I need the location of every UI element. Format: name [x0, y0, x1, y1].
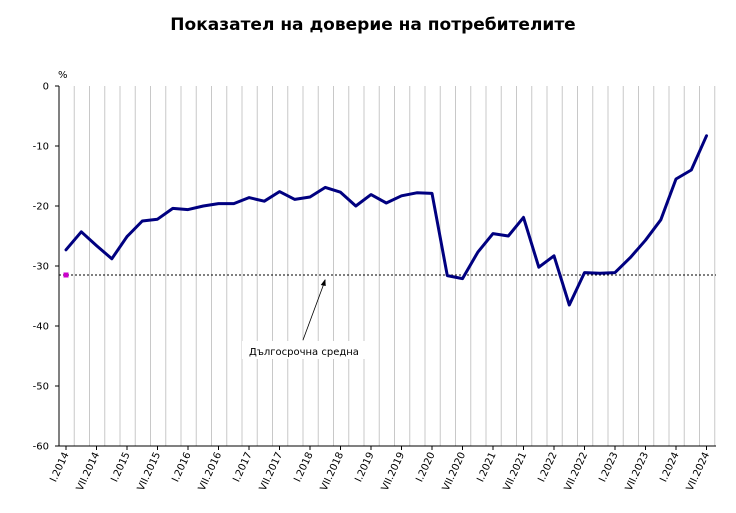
x-tick-label: I.2017	[231, 451, 254, 484]
x-tick-label: VII.2022	[563, 451, 590, 493]
x-tick-label: I.2014	[48, 451, 71, 484]
y-tick-label: -60	[33, 442, 49, 453]
x-tick-label: VII.2024	[685, 451, 712, 493]
chart-title: Показател на доверие на потребителите	[170, 15, 576, 35]
x-tick-label: VII.2017	[258, 451, 285, 493]
x-axis-ticks: I.2014 VII.2014 I.2015 VII.2015 I.2016 VII.20…	[48, 446, 712, 493]
y-tick-label: -10	[33, 142, 49, 153]
long-term-average-marker	[63, 272, 69, 278]
x-tick-label: VII.2015	[136, 451, 163, 493]
x-tick-label: I.2023	[597, 451, 620, 484]
x-tick-label: VII.2016	[197, 451, 224, 493]
x-tick-label: I.2016	[170, 451, 193, 484]
annotation-box	[242, 341, 366, 359]
x-tick-label: VII.2019	[380, 451, 407, 493]
y-axis-unit-label: %	[58, 70, 68, 81]
series-layer	[64, 134, 708, 307]
x-tick-label: I.2020	[414, 451, 437, 484]
x-tick-label: VII.2018	[319, 451, 346, 493]
annotation-arrowhead	[320, 279, 326, 286]
annotation-layer: Дългосрочна средна	[242, 279, 366, 359]
long-term-average-layer	[59, 272, 716, 278]
x-tick-label: I.2015	[109, 451, 132, 484]
y-tick-label: -50	[33, 382, 49, 393]
y-tick-label: -20	[33, 202, 49, 213]
annotation-label: Дългосрочна средна	[249, 347, 359, 358]
x-tick-label: I.2022	[536, 451, 559, 484]
y-tick-label: 0	[43, 82, 49, 93]
x-tick-label: VII.2014	[75, 451, 102, 493]
x-tick-label: I.2021	[475, 451, 498, 484]
y-tick-label: -30	[33, 262, 49, 273]
x-tick-label: VII.2021	[502, 451, 529, 493]
x-tick-label: I.2019	[353, 451, 376, 484]
y-tick-label: -40	[33, 322, 49, 333]
series-line	[64, 134, 708, 307]
x-tick-label: VII.2023	[624, 451, 651, 493]
y-axis-ticks: 0 -10 -20 -30 -40 -50 -60	[33, 82, 59, 453]
x-tick-label: VII.2020	[441, 451, 468, 493]
vertical-gridlines	[73, 86, 716, 446]
annotation-arrow-line	[302, 279, 326, 341]
x-tick-label: I.2018	[292, 451, 315, 484]
x-tick-label: I.2024	[658, 451, 681, 484]
